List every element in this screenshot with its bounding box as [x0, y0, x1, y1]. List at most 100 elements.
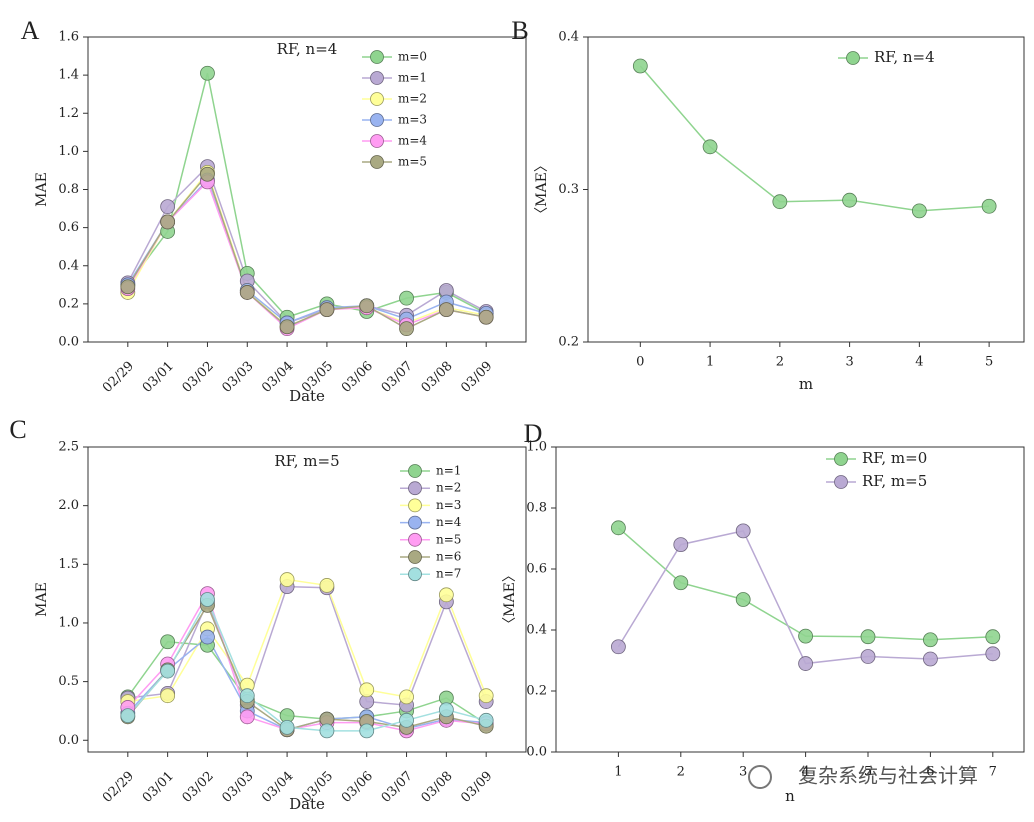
x-tick-label: 1 [706, 355, 714, 370]
x-tick-label: 2 [677, 765, 685, 780]
data-point [702, 139, 718, 155]
legend-label: RF, m=0 [862, 449, 927, 467]
series-line [127, 640, 487, 725]
data-point [239, 688, 255, 704]
data-point [438, 587, 454, 603]
watermark: 复杂系统与社会计算 [798, 764, 978, 788]
data-point [160, 663, 176, 679]
data-point [981, 198, 997, 214]
data-point [160, 199, 176, 215]
data-point [438, 302, 454, 317]
y-tick-label: 0.5 [58, 674, 79, 689]
data-point [611, 520, 626, 536]
x-axis-title: Date [289, 795, 325, 813]
data-point [611, 639, 626, 655]
x-tick-label: 03/06 [339, 769, 376, 806]
series-line [639, 65, 990, 212]
legend-marker [370, 134, 384, 148]
legend-label: m=3 [398, 113, 427, 127]
series-line [127, 172, 487, 330]
x-tick-label: 4 [801, 765, 809, 780]
legend-marker [370, 92, 384, 106]
data-point [279, 319, 295, 335]
data-point [735, 523, 751, 539]
y-tick-label: 1.0 [58, 144, 79, 159]
y-axis-title: 〈MAE〉 [502, 568, 518, 631]
data-point [478, 712, 494, 728]
x-axis-title: m [799, 375, 813, 393]
data-point [160, 634, 176, 650]
data-point [239, 709, 255, 725]
data-point [860, 629, 876, 645]
x-tick-label: 03/08 [419, 359, 456, 396]
legend-marker [408, 464, 422, 478]
data-point [735, 592, 751, 607]
series-line [127, 603, 487, 731]
series-line [127, 585, 487, 708]
data-point [120, 708, 136, 724]
data-point [798, 628, 813, 644]
series-line [127, 578, 487, 703]
legend-marker [408, 532, 422, 547]
legend-marker [834, 475, 848, 489]
data-point [985, 629, 1001, 645]
y-tick-label: 1.2 [58, 106, 79, 121]
plot-frame [87, 446, 527, 753]
legend-marker [370, 113, 384, 127]
data-point [842, 192, 857, 208]
y-tick-label: 0.2 [58, 296, 79, 311]
y-tick-label: 1.6 [58, 30, 79, 45]
data-point [319, 302, 335, 317]
x-tick-label: 03/03 [219, 769, 256, 806]
data-point [200, 166, 215, 182]
x-tick-label: 6 [926, 765, 934, 780]
legend-marker [408, 481, 422, 496]
x-tick-label: 0 [636, 355, 644, 370]
x-tick-label: 03/09 [458, 359, 495, 396]
y-tick-label: 0.8 [526, 501, 547, 516]
data-point [120, 279, 136, 295]
legend-label: n=4 [436, 515, 462, 529]
x-tick-label: 03/06 [339, 359, 376, 396]
legend-label: m=1 [398, 71, 427, 85]
data-point [279, 572, 295, 587]
data-point [160, 688, 176, 704]
panel-label: D [524, 419, 543, 448]
data-point [772, 194, 788, 210]
series-line [127, 178, 487, 324]
data-point [478, 309, 494, 325]
data-point [798, 656, 813, 671]
y-tick-label: 0.8 [58, 182, 79, 197]
legend-label: m=5 [398, 155, 427, 169]
data-point [399, 321, 414, 337]
y-tick-label: 0.4 [58, 258, 79, 273]
data-point [438, 702, 454, 718]
legend-label: n=2 [436, 481, 461, 495]
y-tick-label: 1.4 [58, 68, 79, 83]
y-tick-label: 0.6 [58, 220, 79, 235]
x-tick-label: 03/01 [140, 769, 177, 806]
legend-label: m=0 [398, 50, 427, 64]
legend-marker [408, 498, 422, 513]
x-tick-label: 7 [989, 765, 997, 780]
legend-label: m=4 [398, 134, 427, 148]
x-tick-label: 4 [915, 355, 923, 370]
y-tick-label: 1.5 [58, 557, 79, 572]
x-tick-label: 03/03 [219, 359, 256, 396]
y-tick-label: 1.0 [526, 440, 547, 455]
y-tick-label: 0.4 [526, 623, 547, 638]
data-point [239, 285, 255, 300]
data-point [860, 649, 876, 664]
data-point [399, 712, 414, 728]
data-point [632, 58, 648, 74]
legend-label: n=1 [436, 464, 461, 478]
series-line [127, 165, 487, 324]
legend-marker [408, 550, 422, 564]
data-point [359, 723, 375, 739]
y-tick-label: 0.0 [58, 335, 79, 350]
panel-label: C [9, 415, 26, 444]
plot-frame [555, 446, 1025, 753]
plot-frame [587, 36, 1025, 343]
x-tick-label: 1 [614, 765, 622, 780]
legend-label: n=3 [436, 498, 461, 512]
